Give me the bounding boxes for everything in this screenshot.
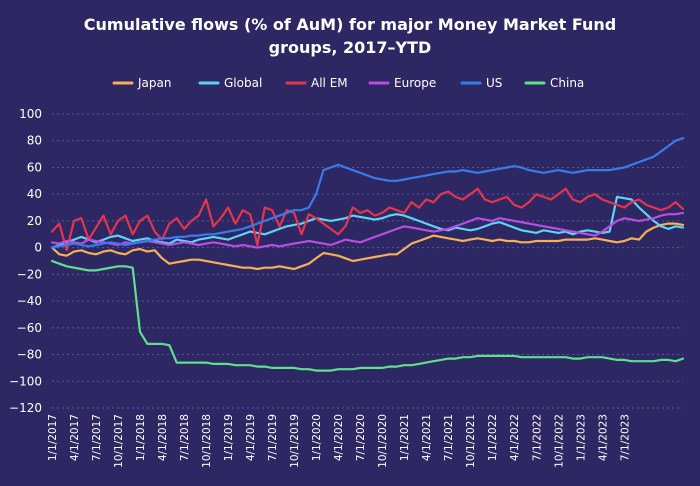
series-line-europe bbox=[50, 211, 685, 249]
y-tick-label: 40 bbox=[27, 187, 42, 201]
gridlines bbox=[52, 113, 683, 409]
chart-title-line-1: Cumulative flows (% of AuM) for major Mo… bbox=[84, 15, 616, 34]
y-tick-label: −40 bbox=[17, 294, 42, 308]
y-axis: 100 80 60 40 20 0 −20 −40 −60 −80 −100 −120 bbox=[9, 107, 42, 415]
x-tick-label: 1/1/2023 bbox=[575, 414, 587, 461]
x-tick-label: 7/1/2021 bbox=[443, 414, 455, 461]
legend: Japan Global All EM Europe US China bbox=[112, 76, 584, 90]
series-line-china bbox=[50, 259, 685, 372]
legend-label: All EM bbox=[311, 76, 348, 90]
y-tick-label: 0 bbox=[34, 241, 42, 255]
y-tick-label: −100 bbox=[9, 374, 42, 388]
x-tick-label: 1/1/2018 bbox=[135, 414, 147, 461]
x-tick-label: 1/1/2021 bbox=[399, 414, 411, 461]
x-tick-label: 1/1/2020 bbox=[311, 414, 323, 461]
y-tick-label: −20 bbox=[17, 267, 42, 281]
series-line-japan bbox=[50, 222, 685, 271]
x-tick-label: 7/1/2018 bbox=[179, 414, 191, 461]
x-axis: 1/1/2017 4/1/2017 7/1/2017 10/1/2017 1/1/201… bbox=[47, 414, 631, 468]
x-tick-label: 10/1/2022 bbox=[553, 414, 565, 468]
y-tick-label: 60 bbox=[27, 160, 42, 174]
series-layer bbox=[50, 137, 685, 372]
y-tick-label: −120 bbox=[9, 401, 42, 415]
x-tick-label: 4/1/2017 bbox=[69, 414, 81, 461]
y-tick-label: 80 bbox=[27, 134, 42, 148]
x-tick-label: 10/1/2018 bbox=[201, 414, 213, 468]
x-tick-label: 1/1/2019 bbox=[223, 414, 235, 461]
x-tick-label: 4/1/2022 bbox=[509, 414, 521, 461]
y-tick-label: 100 bbox=[19, 107, 42, 121]
x-tick-label: 7/1/2017 bbox=[91, 414, 103, 461]
legend-label: Global bbox=[224, 76, 262, 90]
x-tick-label: 1/1/2017 bbox=[47, 414, 59, 461]
y-tick-label: −60 bbox=[17, 321, 42, 335]
x-tick-label: 4/1/2020 bbox=[333, 414, 345, 461]
x-tick-label: 1/1/2022 bbox=[487, 414, 499, 461]
x-tick-label: 10/1/2020 bbox=[377, 414, 389, 468]
x-tick-label: 10/1/2019 bbox=[289, 414, 301, 468]
series-line-all-em bbox=[50, 187, 685, 252]
x-tick-label: 10/1/2017 bbox=[113, 414, 125, 468]
x-tick-label: 4/1/2021 bbox=[421, 414, 433, 461]
x-tick-label: 4/1/2023 bbox=[597, 414, 609, 461]
chart-title-line-2: groups, 2017–YTD bbox=[269, 38, 432, 57]
x-tick-label: 10/1/2021 bbox=[465, 414, 477, 468]
x-tick-label: 4/1/2018 bbox=[157, 414, 169, 461]
legend-label: Europe bbox=[394, 76, 436, 90]
y-tick-label: −80 bbox=[17, 348, 42, 362]
y-tick-label: 20 bbox=[27, 214, 42, 228]
legend-label: US bbox=[486, 76, 502, 90]
x-tick-label: 4/1/2019 bbox=[245, 414, 257, 461]
x-tick-label: 7/1/2023 bbox=[619, 414, 631, 461]
x-tick-label: 7/1/2020 bbox=[355, 414, 367, 461]
x-tick-label: 7/1/2019 bbox=[267, 414, 279, 461]
legend-label: Japan bbox=[137, 76, 171, 90]
series-line-us bbox=[50, 137, 685, 249]
x-tick-label: 7/1/2022 bbox=[531, 414, 543, 461]
legend-label: China bbox=[550, 76, 584, 90]
